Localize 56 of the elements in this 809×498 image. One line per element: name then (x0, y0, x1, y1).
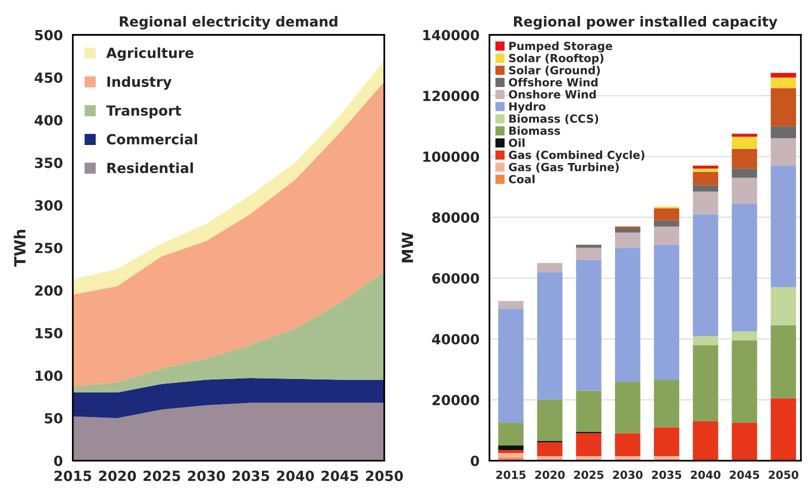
legend-label: Onshore Wind (508, 90, 596, 99)
x-tick-label: 2025 (144, 470, 180, 482)
y-tick-label: 0 (470, 456, 480, 466)
legend-label: Biomass (509, 126, 560, 135)
legend-label: Coal (508, 174, 534, 184)
legend-label: Agriculture (106, 47, 194, 61)
legend-label: Oil (508, 138, 524, 147)
x-tick-label: 2050 (366, 470, 403, 482)
x-tick-label: 2040 (690, 470, 720, 479)
legend-label: Residential (107, 162, 193, 174)
y-tick-label: 500 (35, 30, 62, 40)
legend-label: Biomass (CCS) (509, 114, 598, 124)
y-tick-label: 300 (35, 200, 62, 211)
x-tick-label: 2045 (322, 470, 358, 482)
y-tick-label: 400 (34, 114, 62, 126)
y-tick-label: 350 (35, 158, 62, 168)
legend-label: Commercial (106, 134, 198, 144)
y-axis-title: TWh (14, 230, 26, 267)
chart-title: Regional electricity demand (120, 16, 338, 30)
x-tick-label: 2045 (730, 470, 760, 479)
legend-label: Solar (Ground) (509, 66, 600, 76)
y-tick-label: 120000 (423, 90, 480, 102)
legend-label: Hydro (509, 102, 546, 113)
legend-label: Gas (Combined Cycle) (508, 150, 644, 162)
y-tick-label: 60000 (432, 273, 480, 284)
y-tick-label: 100000 (423, 151, 480, 162)
legend-label: Industry (107, 76, 172, 90)
y-axis-title: MW (402, 232, 414, 262)
y-tick-label: 450 (34, 72, 62, 83)
y-tick-label: 250 (35, 242, 62, 254)
legend-label: Offshore Wind (508, 78, 598, 86)
legend-label: Pumped Storage (509, 42, 612, 52)
legend-label: Solar (Rooftop) (509, 54, 604, 64)
y-tick-label: 0 (54, 456, 62, 466)
legend-label: Gas (Gas Turbine) (508, 162, 619, 173)
y-tick-label: 140000 (423, 30, 480, 40)
x-tick-label: 2035 (232, 470, 270, 482)
chart-title: Regional power installed capacity (514, 16, 778, 30)
y-tick-label: 200 (35, 285, 62, 296)
x-tick-label: 2035 (652, 470, 682, 479)
y-tick-label: 80000 (432, 212, 480, 223)
y-tick-label: 150 (36, 328, 62, 338)
x-tick-label: 2030 (613, 470, 643, 479)
x-tick-label: 2025 (574, 470, 604, 479)
x-tick-label: 2020 (535, 470, 565, 479)
y-tick-label: 20000 (432, 394, 480, 406)
legend-label: Transport (106, 105, 182, 118)
y-tick-label: 100 (36, 370, 62, 381)
x-tick-label: 2050 (768, 470, 798, 479)
y-tick-label: 50 (44, 413, 62, 424)
x-tick-label: 2030 (188, 470, 225, 482)
x-tick-label: 2040 (277, 470, 314, 482)
x-tick-label: 2015 (54, 470, 92, 482)
x-tick-label: 2015 (496, 470, 526, 479)
y-tick-label: 40000 (432, 334, 480, 344)
x-tick-label: 2020 (99, 470, 136, 482)
